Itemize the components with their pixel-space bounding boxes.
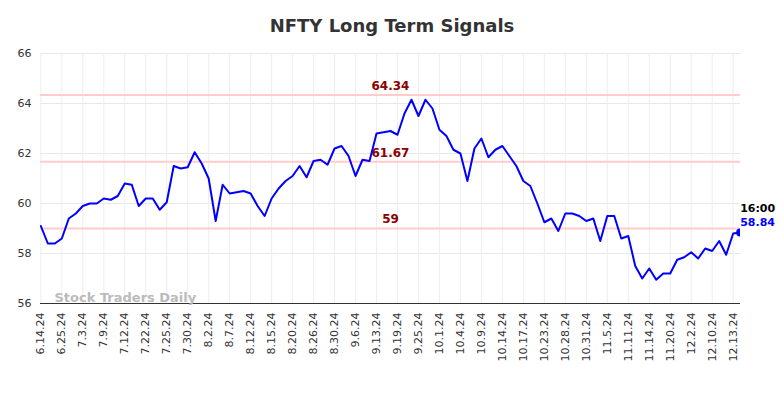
svg-text:10.14.24: 10.14.24 [496, 312, 509, 361]
svg-text:10.4.24: 10.4.24 [454, 313, 467, 355]
svg-text:9.19.24: 9.19.24 [391, 313, 404, 355]
svg-text:10.17.24: 10.17.24 [517, 312, 530, 361]
svg-text:60: 60 [18, 197, 32, 210]
svg-text:59: 59 [382, 212, 399, 226]
svg-text:66: 66 [18, 47, 32, 60]
svg-text:10.23.24: 10.23.24 [538, 312, 551, 361]
svg-text:7.3.24: 7.3.24 [76, 313, 89, 348]
svg-text:7.12.24: 7.12.24 [118, 313, 131, 355]
html-text:NFTY Long Term Signals: NFTY Long Term Signals [269, 15, 515, 36]
svg-text:56: 56 [18, 297, 32, 310]
svg-text:8.2.24: 8.2.24 [202, 313, 215, 348]
svg-text:7.25.24: 7.25.24 [160, 313, 173, 355]
svg-text:12.2.24: 12.2.24 [685, 313, 698, 355]
svg-text:62: 62 [18, 147, 32, 160]
svg-text:9.13.24: 9.13.24 [370, 313, 383, 355]
svg-text:7.30.24: 7.30.24 [181, 313, 194, 355]
svg-text:16:00: 16:00 [740, 202, 775, 215]
svg-text:Stock Traders Daily: Stock Traders Daily [55, 290, 197, 305]
svg-text:8.20.24: 8.20.24 [286, 313, 299, 355]
svg-text:11.11.24: 11.11.24 [622, 312, 635, 361]
svg-text:61.67: 61.67 [372, 146, 410, 160]
svg-text:6.14.24: 6.14.24 [34, 313, 47, 355]
svg-text:11.14.24: 11.14.24 [643, 312, 656, 361]
svg-text:8.7.24: 8.7.24 [223, 313, 236, 348]
svg-text:64.34: 64.34 [372, 79, 410, 93]
svg-text:7.22.24: 7.22.24 [139, 313, 152, 355]
svg-text:7.9.24: 7.9.24 [97, 313, 110, 348]
svg-text:10.31.24: 10.31.24 [580, 312, 593, 361]
svg-text:8.15.24: 8.15.24 [265, 313, 278, 355]
svg-text:11.5.24: 11.5.24 [601, 313, 614, 355]
svg-text:10.9.24: 10.9.24 [475, 313, 488, 355]
svg-text:6.25.24: 6.25.24 [55, 313, 68, 355]
svg-text:9.25.24: 9.25.24 [412, 313, 425, 355]
svg-text:10.28.24: 10.28.24 [559, 312, 572, 361]
svg-text:8.26.24: 8.26.24 [307, 313, 320, 355]
svg-text:8.30.24: 8.30.24 [328, 313, 341, 355]
svg-text:9.6.24: 9.6.24 [349, 313, 362, 348]
svg-text:11.20.24: 11.20.24 [664, 312, 677, 361]
svg-text:64: 64 [18, 97, 32, 110]
svg-text:12.13.24: 12.13.24 [727, 312, 740, 361]
svg-text:58.84: 58.84 [740, 216, 775, 229]
svg-text:12.10.24: 12.10.24 [706, 312, 719, 361]
svg-text:58: 58 [18, 247, 32, 260]
svg-text:10.1.24: 10.1.24 [433, 313, 446, 355]
svg-text:8.12.24: 8.12.24 [244, 313, 257, 355]
